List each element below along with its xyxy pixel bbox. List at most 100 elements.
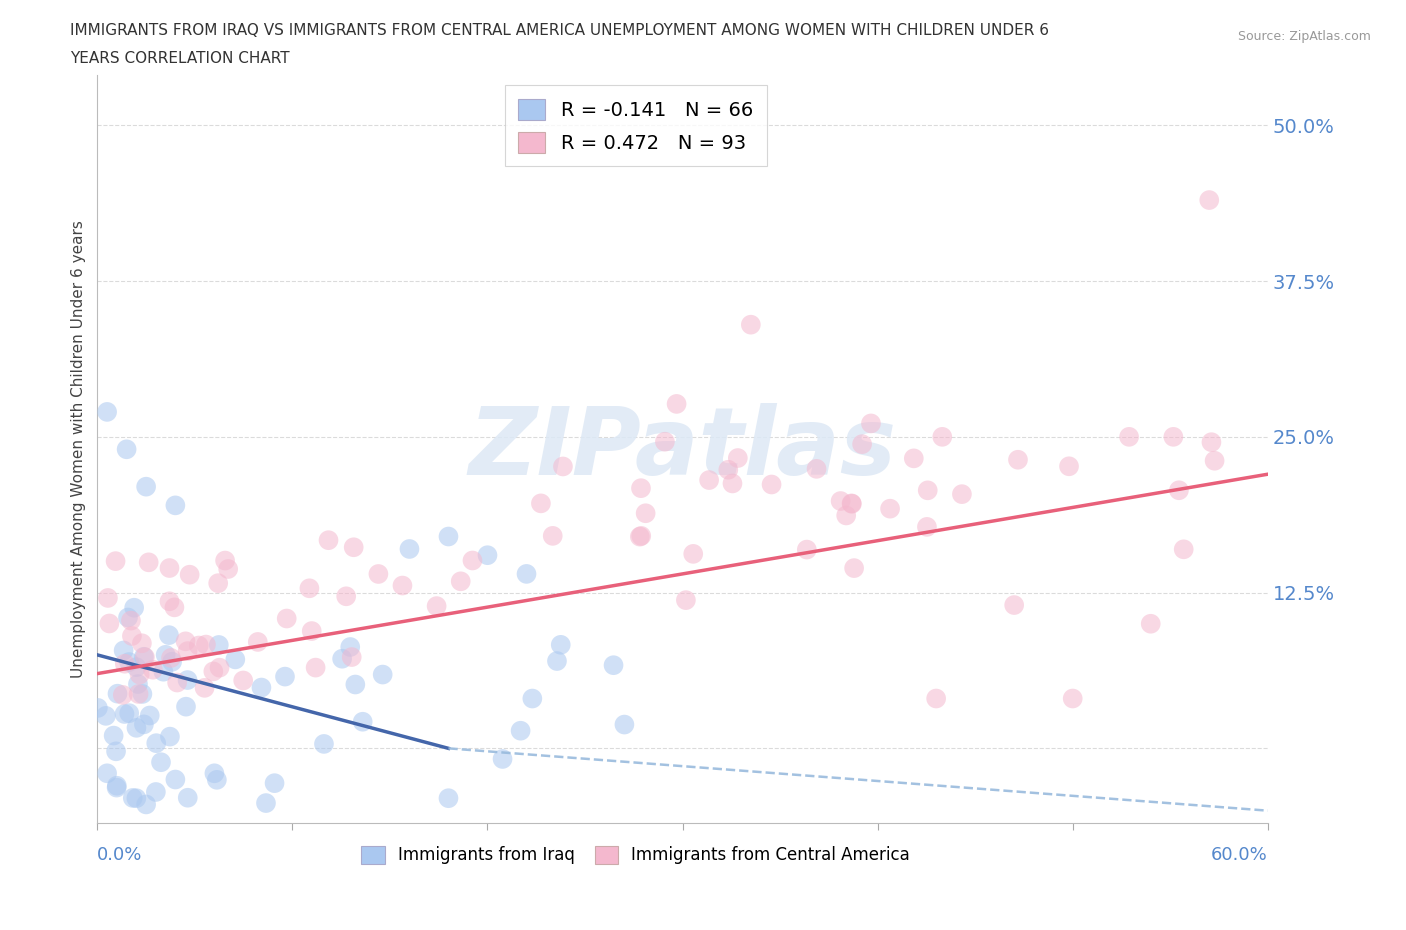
Point (851, 437, 873, 452)
Point (796, 542, 818, 557)
Point (1173, 542, 1195, 557)
Point (1204, 453, 1226, 468)
Point (208, 660, 231, 675)
Point (157, 628, 180, 643)
Point (335, 589, 357, 604)
Point (915, 520, 938, 535)
Point (174, 634, 197, 649)
Point (352, 714, 374, 729)
Point (613, 717, 636, 732)
Point (398, 541, 420, 556)
Point (859, 416, 882, 431)
Point (546, 654, 568, 669)
Point (530, 496, 553, 511)
Point (159, 594, 181, 609)
Point (371, 667, 394, 682)
Point (205, 773, 228, 788)
Point (339, 640, 361, 655)
Point (120, 613, 142, 628)
Point (551, 459, 574, 474)
Point (841, 497, 863, 512)
Point (224, 652, 246, 667)
Point (165, 772, 187, 787)
Point (202, 664, 225, 679)
Point (835, 508, 858, 523)
Point (717, 462, 740, 477)
Point (917, 483, 939, 498)
Point (931, 430, 953, 445)
Point (214, 553, 236, 568)
Point (131, 686, 153, 701)
Point (207, 576, 229, 591)
Point (115, 442, 138, 457)
Point (304, 660, 326, 675)
Point (1139, 617, 1161, 631)
Point (437, 529, 460, 544)
Point (134, 650, 156, 665)
Point (1007, 452, 1029, 467)
Point (194, 637, 217, 652)
Point (114, 707, 136, 722)
Point (96, 405, 118, 419)
Point (159, 561, 181, 576)
Point (150, 755, 173, 770)
Point (1057, 458, 1080, 473)
Text: Source: ZipAtlas.com: Source: ZipAtlas.com (1237, 30, 1371, 43)
Point (312, 737, 335, 751)
Point (121, 629, 143, 644)
Point (135, 797, 157, 812)
Point (654, 434, 676, 449)
Point (1163, 430, 1185, 445)
Point (177, 790, 200, 805)
Legend: Immigrants from Iraq, Immigrants from Central America: Immigrants from Iraq, Immigrants from Ce… (354, 839, 917, 870)
Point (1168, 483, 1191, 498)
Point (176, 672, 198, 687)
Point (208, 637, 231, 652)
Point (1002, 598, 1025, 613)
Point (118, 655, 141, 670)
Point (721, 476, 744, 491)
Point (145, 736, 167, 751)
Point (176, 644, 198, 658)
Point (128, 686, 150, 701)
Point (202, 765, 225, 780)
Point (1201, 434, 1223, 449)
Point (142, 662, 165, 677)
Point (630, 481, 652, 496)
Point (301, 624, 323, 639)
Point (139, 708, 162, 723)
Point (87, 700, 110, 715)
Point (634, 506, 657, 521)
Point (127, 677, 149, 692)
Point (179, 567, 201, 582)
Point (160, 650, 183, 665)
Point (665, 396, 688, 411)
Point (806, 461, 828, 476)
Point (104, 553, 127, 568)
Point (232, 673, 254, 688)
Point (163, 600, 186, 615)
Point (298, 581, 321, 596)
Point (135, 479, 157, 494)
Point (842, 561, 865, 576)
Point (727, 451, 749, 466)
Point (1198, 193, 1220, 207)
Point (246, 634, 269, 649)
Point (830, 494, 852, 509)
Point (160, 655, 183, 670)
Point (105, 780, 128, 795)
Point (602, 658, 624, 672)
Point (1118, 430, 1140, 445)
Text: IMMIGRANTS FROM IRAQ VS IMMIGRANTS FROM CENTRAL AMERICA UNEMPLOYMENT AMONG WOMEN: IMMIGRANTS FROM IRAQ VS IMMIGRANTS FROM … (70, 23, 1049, 38)
Point (950, 486, 973, 501)
Point (118, 706, 141, 721)
Text: 60.0%: 60.0% (1211, 845, 1268, 864)
Point (675, 592, 697, 607)
Point (155, 647, 177, 662)
Point (343, 539, 366, 554)
Point (159, 729, 181, 744)
Point (152, 664, 174, 679)
Text: ZIPatlas: ZIPatlas (468, 404, 897, 496)
Point (125, 721, 148, 736)
Point (550, 637, 572, 652)
